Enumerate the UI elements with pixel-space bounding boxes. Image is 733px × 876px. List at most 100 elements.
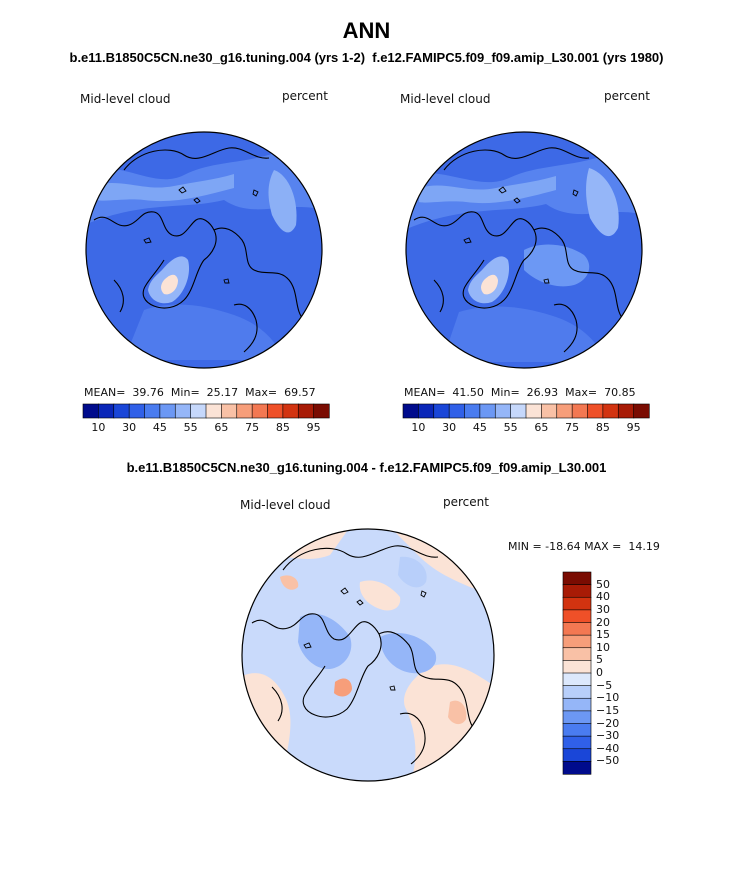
colorbar-case-2-tick-label: 30 [442, 421, 457, 434]
colorbar-case-2-swatch [541, 403, 558, 419]
colorbar-case-2-tick-label: 55 [503, 421, 518, 434]
colorbar-difference-swatch [562, 685, 592, 699]
polar-map-case-2 [405, 131, 643, 369]
diff-coastline [251, 545, 476, 765]
panel2-units-label: percent [604, 89, 650, 103]
colorbar-case-1-swatch [313, 403, 330, 419]
colorbar-difference-swatch [562, 622, 592, 636]
colorbar-case-1-swatch [236, 403, 253, 419]
panel1-units-label: percent [282, 89, 328, 103]
colorbar-case-1-swatch [190, 403, 207, 419]
colorbar-case-2 [402, 403, 650, 419]
panel1-stats: MEAN= 39.76 Min= 25.17 Max= 69.57 [84, 386, 316, 399]
colorbar-case-1 [82, 403, 330, 419]
diff-positive-region [404, 664, 494, 781]
panel1-min-value: 25.17 [206, 386, 239, 399]
colorbar-case-1-swatch [221, 403, 238, 419]
colorbar-case-2-swatch [510, 403, 527, 419]
map2-coastline [413, 147, 625, 353]
panel2-min-label: Min= [490, 386, 520, 399]
colorbar-difference-tick-label: −40 [596, 741, 620, 755]
colorbar-case-1-swatch [251, 403, 269, 419]
colorbar-case-2-tick-label: 95 [626, 421, 641, 434]
panel2-variable-label: Mid-level cloud [400, 92, 491, 106]
colorbar-case-2-swatch [494, 403, 512, 419]
colorbar-case-2-swatch [617, 403, 635, 419]
colorbar-difference-swatch [562, 634, 592, 649]
colorbar-difference-swatch [562, 596, 592, 611]
panel2-max-label: Max= [565, 386, 598, 399]
diff-negative-region [380, 632, 437, 674]
colorbar-difference-swatch [562, 609, 592, 624]
colorbar-difference-swatch [562, 672, 592, 687]
colorbar-case-1-tick-label: 65 [214, 421, 229, 434]
colorbar-case-1-swatch [159, 403, 176, 419]
colorbar-difference-tick-label: 5 [596, 653, 603, 667]
figure-subtitle: b.e11.B1850C5CN.ne30_g16.tuning.004 (yrs… [0, 50, 733, 65]
colorbar-difference-tick-label: −30 [596, 729, 620, 743]
colorbar-difference-tick-label: −10 [596, 691, 620, 705]
colorbar-case-2-swatch [433, 403, 450, 419]
colorbar-case-1-tick-label: 75 [245, 421, 260, 434]
colorbar-difference-tick-label: 30 [596, 602, 610, 616]
diff-negative-region [298, 613, 352, 670]
colorbar-case-2-swatch [602, 403, 619, 419]
colorbar-difference-tick-label: 40 [596, 590, 610, 604]
colorbar-difference [562, 571, 592, 775]
diff-strong-positive [280, 575, 299, 590]
map1-coastline [93, 147, 305, 353]
map1-cloud-band [268, 170, 297, 233]
subtitle-case-2: f.e12.FAMIPC5.f09_f09.amip_L30.001 (yrs … [372, 50, 664, 65]
diff-units-label: percent [443, 495, 489, 509]
panel2-mean-label: MEAN= [404, 386, 446, 399]
colorbar-case-1-swatch [113, 403, 130, 419]
map2-cloud-band [586, 168, 619, 237]
polar-map-case-1 [85, 131, 323, 369]
panel1-max-label: Max= [245, 386, 278, 399]
colorbar-difference-swatch [562, 748, 592, 762]
map2-islands [463, 186, 579, 284]
panel1-min-label: Min= [170, 386, 200, 399]
diff-positive-region [359, 580, 401, 611]
colorbar-case-2-swatch [418, 403, 435, 419]
panel1-max-value: 69.57 [284, 386, 316, 399]
colorbar-case-1-swatch [82, 403, 99, 419]
colorbar-case-2-tick-label: 45 [472, 421, 487, 434]
map1-greenland-peak [161, 274, 178, 295]
diff-islands [303, 587, 427, 691]
colorbar-case-2-tick-label: 10 [411, 421, 426, 434]
colorbar-case-2-swatch [587, 403, 604, 419]
map1-cloud-band [124, 304, 284, 360]
panel2-stats: MEAN= 41.50 Min= 26.93 Max= 70.85 [404, 386, 636, 399]
panel1-mean-value: 39.76 [132, 386, 164, 399]
colorbar-case-2-swatch [402, 403, 419, 419]
map2-cloud-band [524, 244, 590, 287]
colorbar-difference-swatch [562, 761, 592, 775]
colorbar-difference-swatch [562, 735, 592, 750]
colorbar-case-1-tick-label: 85 [275, 421, 290, 434]
colorbar-difference-swatch [562, 571, 592, 586]
panel2-max-value: 70.85 [604, 386, 636, 399]
colorbar-difference-swatch [562, 697, 592, 712]
diff-minmax: MIN = -18.64 MAX = 14.19 [508, 540, 660, 553]
diff-strong-positive [448, 700, 467, 725]
diff-variable-label: Mid-level cloud [240, 498, 331, 512]
colorbar-case-2-ticks: 10 30 45 55 65 75 85 95 [403, 421, 649, 435]
colorbar-difference-tick-label: 50 [596, 577, 610, 591]
colorbar-difference-tick-label: −20 [596, 716, 620, 730]
colorbar-case-1-tick-label: 45 [152, 421, 167, 434]
colorbar-case-2-swatch [464, 403, 481, 419]
difference-title: b.e11.B1850C5CN.ne30_g16.tuning.004 - f.… [126, 460, 607, 475]
colorbar-case-2-tick-label: 85 [595, 421, 610, 434]
colorbar-case-2-swatch [448, 403, 466, 419]
colorbar-case-2-swatch [479, 403, 496, 419]
diff-map-background [242, 529, 494, 781]
colorbar-difference-tick-label: −15 [596, 703, 620, 717]
subtitle-case-1: b.e11.B1850C5CN.ne30_g16.tuning.004 (yrs… [69, 50, 366, 65]
colorbar-case-1-swatch [282, 403, 299, 419]
colorbar-case-2-swatch [556, 403, 573, 419]
diff-negative-region [398, 556, 427, 588]
colorbar-case-2-swatch [633, 403, 650, 419]
colorbar-case-1-swatch [144, 403, 161, 419]
colorbar-difference-tick-label: 0 [596, 666, 603, 679]
